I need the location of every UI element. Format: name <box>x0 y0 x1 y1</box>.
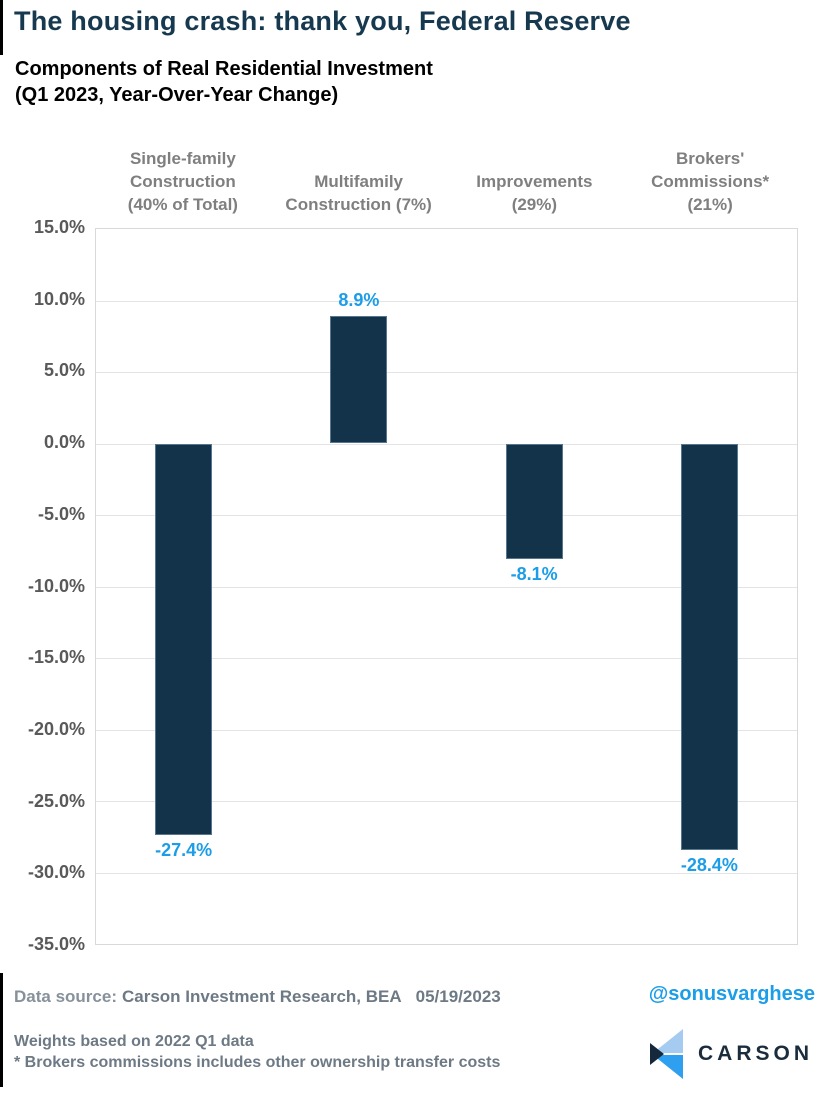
bar-improvements-29 <box>505 443 563 560</box>
category-label-single-family-construction-40-of-total: Single-family Construction (40% of Total) <box>95 147 271 218</box>
category-label-line: Brokers' <box>675 149 745 168</box>
category-label-line: (21%) <box>687 195 733 214</box>
data-source-value: Carson Investment Research, BEA <box>121 987 402 1006</box>
value-label-improvements-29: -8.1% <box>510 564 558 585</box>
category-label-line: Commissions* <box>651 172 770 191</box>
y-tick-15-0: -15.0% <box>27 647 85 668</box>
gridline <box>96 300 797 302</box>
y-tick-10-0: -10.0% <box>27 575 85 596</box>
y-tick-5-0: -5.0% <box>37 503 85 524</box>
subtitle-line-1: Components of Real Residential Investmen… <box>15 58 433 80</box>
gridline <box>96 586 797 588</box>
category-label-multifamily-construction-7: Multifamily Construction (7%) <box>271 170 447 218</box>
gridline <box>96 372 797 373</box>
category-label-brokers-commissions-21: Brokers' Commissions* (21%) <box>622 147 798 218</box>
y-tick-35-0: -35.0% <box>27 934 85 954</box>
y-tick-10-0: 10.0% <box>33 288 85 309</box>
value-label-brokers-commissions-21: -28.4% <box>680 854 738 875</box>
data-source-label: Data source: <box>14 987 117 1006</box>
category-label-improvements-29: Improvements (29%) <box>447 170 623 218</box>
category-label-line: Improvements <box>476 172 593 191</box>
footnote-brokers: * Brokers commissions includes other own… <box>14 1054 501 1071</box>
y-tick-25-0: -25.0% <box>27 790 85 811</box>
gridline <box>96 801 797 802</box>
y-tick-20-0: -20.0% <box>27 718 85 739</box>
category-label-line: Single-family <box>129 149 236 168</box>
y-tick-5-0: 5.0% <box>43 360 85 381</box>
chart-subtitle: Components of Real Residential Investmen… <box>15 56 433 108</box>
gridline <box>96 515 797 516</box>
footer-accent-bar <box>0 973 3 1087</box>
gridline <box>96 729 797 731</box>
value-label-multifamily-construction-7: 8.9% <box>338 290 380 311</box>
category-label-line: Multifamily <box>314 172 404 191</box>
plot-area: -27.4% 8.9% -8.1% -28.4% <box>95 228 798 945</box>
category-label-line: (29%) <box>511 195 558 214</box>
y-tick-15-0: 15.0% <box>33 217 85 237</box>
page-title: The housing crash: thank you, Federal Re… <box>14 6 631 36</box>
carson-logo-text: CARSON <box>697 1042 813 1065</box>
carson-logo: CARSON <box>648 1026 813 1082</box>
data-source-line: Data source: Carson Investment Research, … <box>14 987 501 1007</box>
value-label-single-family-construction-40-of-total: -27.4% <box>155 840 213 861</box>
carson-logo-icon <box>649 1029 683 1079</box>
data-source-date: 05/19/2023 <box>415 987 501 1006</box>
gridline <box>96 658 797 659</box>
subtitle-line-2: (Q1 2023, Year-Over-Year Change) <box>15 84 339 106</box>
footnote-weights: Weights based on 2022 Q1 data <box>14 1033 254 1050</box>
footnotes: Weights based on 2022 Q1 data * Brokers … <box>14 1031 500 1073</box>
y-tick-0-0: 0.0% <box>43 432 85 453</box>
y-tick-30-0: -30.0% <box>27 862 85 883</box>
gridline <box>96 443 797 445</box>
category-label-line: (40% of Total) <box>127 195 238 214</box>
category-label-line: Construction (7%) <box>285 195 432 214</box>
bar-brokers-commissions-21 <box>680 443 738 850</box>
title-accent-bar <box>0 0 3 55</box>
bar-multifamily-construction-7 <box>330 316 388 444</box>
twitter-handle: @sonusvarghese <box>648 983 815 1005</box>
gridline <box>96 872 797 874</box>
category-headers: Single-family Construction (40% of Total) M… <box>95 140 798 218</box>
bar-single-family-construction-40-of-total <box>155 443 213 836</box>
category-label-line: Construction <box>129 172 236 191</box>
